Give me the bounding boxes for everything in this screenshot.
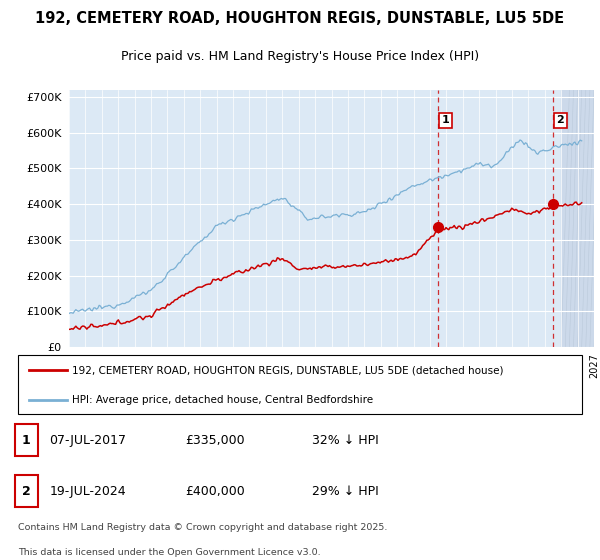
- Bar: [15, 475, 38, 507]
- Point: [26, 367, 33, 374]
- Point: [63, 367, 70, 374]
- Text: 29% ↓ HPI: 29% ↓ HPI: [311, 484, 378, 498]
- Text: 192, CEMETERY ROAD, HOUGHTON REGIS, DUNSTABLE, LU5 5DE: 192, CEMETERY ROAD, HOUGHTON REGIS, DUNS…: [35, 11, 565, 26]
- Point: [26, 396, 33, 403]
- Text: 1: 1: [22, 434, 31, 447]
- Text: HPI: Average price, detached house, Central Bedfordshire: HPI: Average price, detached house, Cent…: [73, 395, 374, 405]
- Text: 192, CEMETERY ROAD, HOUGHTON REGIS, DUNSTABLE, LU5 5DE (detached house): 192, CEMETERY ROAD, HOUGHTON REGIS, DUNS…: [73, 365, 504, 375]
- Bar: [15, 424, 38, 456]
- Text: £335,000: £335,000: [185, 434, 244, 447]
- Text: 2: 2: [557, 115, 565, 125]
- Text: 19-JUL-2024: 19-JUL-2024: [49, 484, 126, 498]
- Text: 07-JUL-2017: 07-JUL-2017: [49, 434, 127, 447]
- Text: £400,000: £400,000: [185, 484, 245, 498]
- Point: [63, 396, 70, 403]
- Text: 2: 2: [22, 484, 31, 498]
- Text: Price paid vs. HM Land Registry's House Price Index (HPI): Price paid vs. HM Land Registry's House …: [121, 50, 479, 63]
- Bar: [561, 90, 594, 347]
- Text: Contains HM Land Registry data © Crown copyright and database right 2025.: Contains HM Land Registry data © Crown c…: [18, 522, 387, 532]
- Text: This data is licensed under the Open Government Licence v3.0.: This data is licensed under the Open Gov…: [18, 548, 320, 557]
- Text: 1: 1: [442, 115, 449, 125]
- Text: 32% ↓ HPI: 32% ↓ HPI: [311, 434, 378, 447]
